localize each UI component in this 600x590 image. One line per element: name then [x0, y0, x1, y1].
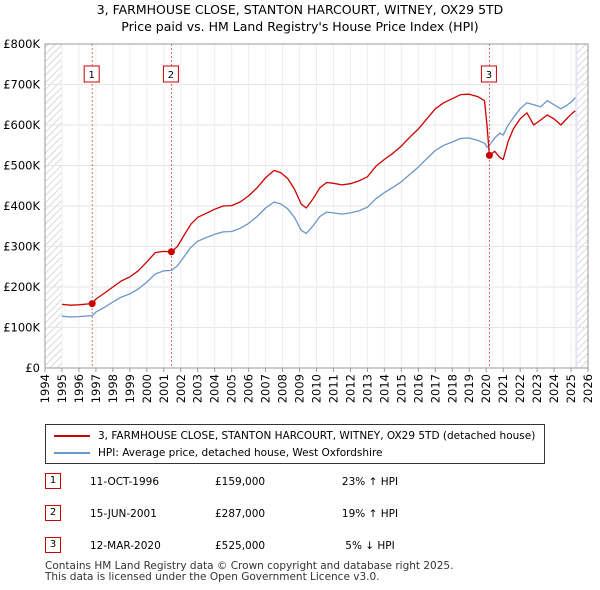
x-tick-label: 2006 [242, 374, 256, 403]
y-tick-label: £200K [3, 280, 40, 294]
x-tick-label: 2026 [581, 374, 595, 403]
legend: 3, FARMHOUSE CLOSE, STANTON HARCOURT, WI… [45, 424, 545, 464]
x-tick-label: 2023 [530, 374, 544, 403]
x-tick-label: 2025 [564, 374, 578, 403]
y-tick-label: £700K [3, 78, 40, 92]
x-tick-label: 2008 [276, 374, 290, 403]
sale-badge-box [480, 65, 497, 83]
sale-price: £287,000 [215, 508, 266, 520]
price-chart: 1 2 3 £0 £100K £200K £300K £400K £500K £600K £700… [3, 37, 595, 403]
x-tick-label: 2020 [479, 374, 493, 403]
chart-title: 3, FARMHOUSE CLOSE, STANTON HARCOURT, WI… [96, 2, 504, 17]
sale-badge-label: 2 [168, 70, 174, 81]
footer-copyright: Contains HM Land Registry data © Crown c… [45, 560, 454, 572]
legend-swatch-hpi [54, 452, 90, 454]
sale-point [167, 248, 175, 256]
x-tick-label: 2000 [140, 374, 154, 403]
table-row: 3 12-MAR-2020 £525,000 5% ↓ HPI [45, 537, 465, 555]
x-tick-label: 2010 [310, 374, 324, 403]
x-tick-label: 2021 [496, 374, 510, 403]
x-tick-label: 2024 [547, 374, 561, 403]
legend-item-hpi: HPI: Average price, detached house, West… [54, 445, 383, 461]
sale-hpi-delta: 23% ↑ HPI [341, 476, 399, 488]
x-tick-label: 2009 [293, 374, 307, 403]
table-row: 1 11-OCT-1996 £159,000 23% ↑ HPI [45, 473, 465, 491]
x-tick-label: 2016 [411, 374, 425, 403]
x-tick-label: 2022 [513, 374, 527, 403]
x-tick-label: 2015 [394, 374, 408, 403]
x-tick-label: 1997 [89, 374, 103, 403]
sale-date: 12-MAR-2020 [90, 540, 161, 552]
y-tick-label: £600K [3, 118, 40, 132]
sale-point [88, 300, 96, 308]
x-tick-label: 2011 [326, 374, 340, 403]
y-tick-label: £500K [3, 159, 40, 173]
x-tick-label: 2004 [208, 374, 222, 403]
sale-badge: 1 [45, 473, 61, 489]
x-tick-label: 2014 [377, 374, 391, 403]
legend-label-property: 3, FARMHOUSE CLOSE, STANTON HARCOURT, WI… [98, 430, 536, 442]
sale-badge-label: 3 [486, 70, 492, 81]
x-tick-label: 2012 [343, 374, 357, 403]
sale-badge: 2 [45, 505, 61, 521]
legend-label-hpi: HPI: Average price, detached house, West… [98, 447, 383, 459]
sale-badge: 3 [45, 537, 61, 553]
footer: Contains HM Land Registry data © Crown c… [45, 561, 453, 583]
y-tick-label: £0 [25, 361, 40, 375]
legend-item-property: 3, FARMHOUSE CLOSE, STANTON HARCOURT, WI… [54, 428, 535, 444]
table-row: 2 15-JUN-2001 £287,000 19% ↑ HPI [45, 505, 465, 523]
hpi-line [61, 97, 576, 318]
x-tick-label: 2007 [259, 374, 273, 403]
x-tick-label: 1999 [123, 374, 137, 403]
sale-badge-box [83, 65, 100, 83]
sale-date: 15-JUN-2001 [90, 508, 157, 520]
sale-badge-box [162, 65, 179, 83]
x-tick-label: 1998 [106, 374, 120, 403]
x-tick-label: 1996 [72, 374, 86, 403]
y-tick-label: £400K [3, 199, 40, 213]
x-tick-label: 2018 [445, 374, 459, 403]
x-tick-label: 1995 [55, 374, 69, 403]
x-tick-label: 2005 [225, 374, 239, 403]
sale-hpi-delta: 19% ↑ HPI [341, 508, 399, 520]
footer-licence: This data is licensed under the Open Gov… [45, 571, 380, 583]
sale-hpi-delta: 5% ↓ HPI [345, 540, 395, 552]
x-tick-label: 2019 [462, 374, 476, 403]
sale-price: £525,000 [215, 540, 266, 552]
y-tick-label: £300K [3, 240, 40, 254]
sale-point [485, 151, 493, 159]
chart-subtitle: Price paid vs. HM Land Registry's House … [121, 19, 479, 34]
sale-badge-label: 1 [88, 70, 94, 81]
x-tick-label: 1994 [38, 374, 52, 403]
y-tick-label: £800K [3, 37, 40, 51]
x-tick-label: 2003 [191, 374, 205, 403]
y-tick-label: £100K [3, 321, 40, 335]
x-tick-label: 2013 [360, 374, 374, 403]
x-tick-label: 2001 [157, 374, 171, 403]
property-price-line [61, 93, 576, 306]
x-tick-label: 2017 [428, 374, 442, 403]
legend-swatch-property [54, 435, 90, 437]
x-tick-label: 2002 [174, 374, 188, 403]
sale-price: £159,000 [215, 476, 266, 488]
sale-date: 11-OCT-1996 [90, 476, 159, 488]
